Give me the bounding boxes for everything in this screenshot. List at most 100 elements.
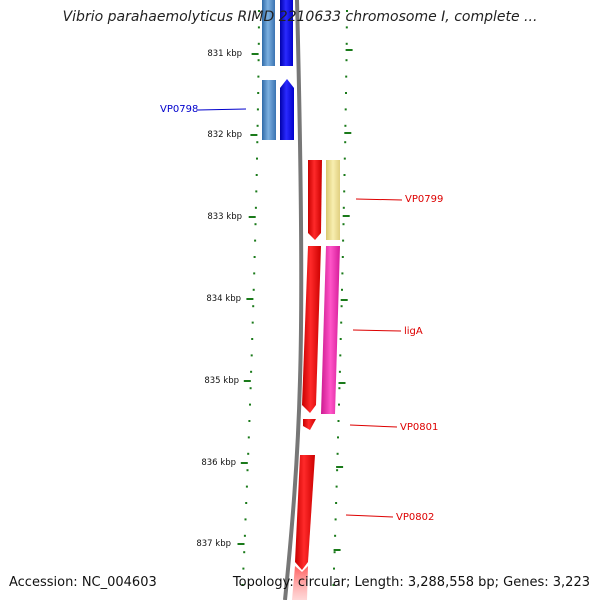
gene-labels: VP0798 VP0799 ligA VP0801 VP0802 <box>160 104 443 523</box>
label-line-liga <box>352 329 402 332</box>
track-dot <box>254 206 257 209</box>
track-dot <box>253 272 256 275</box>
gene-label-vp0798[interactable]: VP0798 <box>160 104 198 115</box>
gene-magenta-liga[interactable] <box>321 246 340 414</box>
track-dot <box>334 534 337 537</box>
tick-labels: 831 kbp 832 kbp 833 kbp 834 kbp 835 kbp … <box>196 49 242 549</box>
track-dot <box>243 551 246 554</box>
major-tick <box>251 53 259 55</box>
tick-label: 831 kbp <box>207 49 242 59</box>
track-dot <box>346 10 348 12</box>
track-dot <box>344 141 347 144</box>
gene-features <box>262 0 340 600</box>
track-dot <box>342 206 345 209</box>
map-title: Vibrio parahaemolyticus RIMD 2210633 chr… <box>62 9 538 25</box>
track-dot <box>242 567 245 570</box>
gene-red-vp0801[interactable] <box>303 419 316 430</box>
track-dot <box>341 288 343 291</box>
track-dot <box>249 403 251 406</box>
gene-label-vp0801[interactable]: VP0801 <box>400 422 438 433</box>
gene-blue-vp0798[interactable] <box>280 79 294 140</box>
major-tick <box>248 216 256 218</box>
label-line-vp0798 <box>197 108 247 111</box>
track-dot <box>257 42 260 45</box>
track-dot <box>256 157 258 160</box>
track-dot <box>345 42 348 45</box>
track-dot <box>341 256 344 258</box>
tick-label: 836 kbp <box>201 458 236 468</box>
track-dot <box>344 124 347 127</box>
track-dot <box>243 534 246 537</box>
label-line-vp0799 <box>355 198 403 201</box>
tick-label: 834 kbp <box>206 294 241 304</box>
track-dot <box>342 239 345 242</box>
track-dot <box>252 288 255 291</box>
track-dot <box>333 567 335 570</box>
gene-label-vp0799[interactable]: VP0799 <box>405 194 443 205</box>
track-dot <box>257 59 260 62</box>
track-dot <box>247 436 250 439</box>
gene-fade-bottom <box>292 566 308 600</box>
track-dot <box>254 223 257 226</box>
track-dot <box>251 338 254 340</box>
label-line-vp0801 <box>349 424 398 428</box>
track-dot <box>335 485 338 488</box>
gene-steel-top[interactable] <box>262 0 275 66</box>
gene-label-vp0802[interactable]: VP0802 <box>396 512 434 523</box>
gene-red-vp0802[interactable] <box>295 455 315 570</box>
track-dot <box>251 321 254 324</box>
track-dot <box>248 420 251 422</box>
left-ruler-track <box>237 10 260 586</box>
track-dot <box>336 469 339 472</box>
track-dot <box>246 469 249 472</box>
major-tick <box>333 549 341 551</box>
track-dot <box>338 387 341 390</box>
major-tick <box>344 132 352 134</box>
track-dot <box>257 26 260 29</box>
track-dot <box>339 338 342 340</box>
gene-red-vp0799[interactable] <box>308 160 322 240</box>
track-dot <box>340 321 343 324</box>
gene-label-liga[interactable]: ligA <box>404 326 423 337</box>
track-dot <box>342 223 345 226</box>
label-line-vp0802 <box>345 514 394 518</box>
major-tick <box>240 462 248 464</box>
track-dot <box>256 108 259 111</box>
major-tick <box>338 382 346 384</box>
track-dot <box>343 174 346 176</box>
track-dot <box>255 174 258 176</box>
track-dot <box>341 272 344 275</box>
topology-summary: Topology: circular; Length: 3,288,558 bp… <box>232 575 590 590</box>
track-dot <box>345 59 348 62</box>
track-dot <box>334 518 337 521</box>
track-dot <box>245 502 248 504</box>
major-tick <box>342 215 350 217</box>
track-dot <box>335 502 338 504</box>
track-dot <box>339 354 342 357</box>
track-dot <box>255 190 258 193</box>
major-tick <box>345 49 353 51</box>
track-dot <box>250 370 253 373</box>
track-dot <box>343 157 346 160</box>
gene-steel-vp0798[interactable] <box>262 80 276 140</box>
tick-label: 832 kbp <box>207 130 242 140</box>
major-tick <box>243 380 251 382</box>
track-dot <box>253 256 256 258</box>
track-dot <box>344 108 347 111</box>
major-tick <box>250 134 258 136</box>
track-dot <box>345 75 348 78</box>
track-dot <box>336 452 339 455</box>
track-dot <box>250 354 253 357</box>
tick-label: 835 kbp <box>204 376 239 386</box>
major-tick <box>246 298 254 300</box>
track-dot <box>247 452 250 455</box>
gene-blue-top[interactable] <box>280 0 293 66</box>
track-dot <box>338 370 341 373</box>
gene-tan-vp0799[interactable] <box>326 160 340 240</box>
track-dot <box>333 551 336 554</box>
accession-text: Accession: NC_004603 <box>9 575 157 590</box>
major-tick <box>336 466 344 468</box>
gene-red-liga[interactable] <box>302 246 321 413</box>
track-dot <box>257 92 260 94</box>
